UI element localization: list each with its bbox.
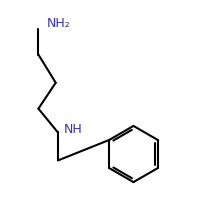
Text: NH: NH — [63, 123, 82, 136]
Text: NH₂: NH₂ — [47, 17, 71, 30]
